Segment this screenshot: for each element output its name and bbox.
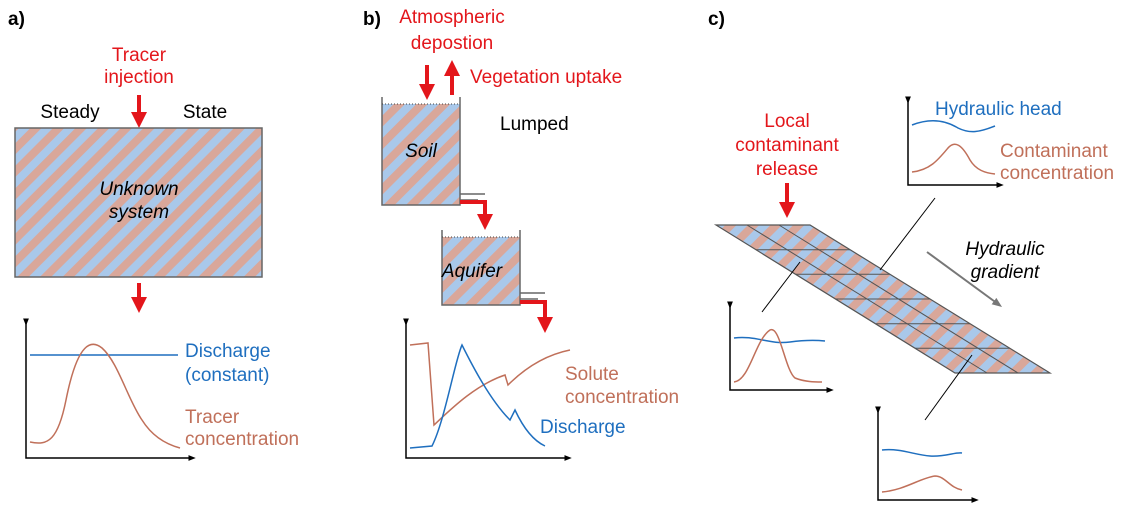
state-label: State [183,102,227,123]
gradient-arrow [926,251,1003,307]
grid-lines [746,224,1019,374]
store-label: Soil [405,141,437,162]
aquifer-store [442,237,520,305]
series-label: Hydraulic head [935,99,1062,120]
pipe [460,193,485,201]
gradient-label: Hydraulic [965,239,1045,260]
flow-arrow [460,200,493,230]
input-label: release [756,159,818,180]
system-label: system [109,202,169,223]
panel-c: c) Local contaminant release Hydraulic g… [708,9,1114,503]
input-label: depostion [411,33,493,54]
store-label: Aquifer [441,261,503,282]
series-label: Discharge [540,417,626,438]
pipe [520,292,545,300]
input-label: Tracer [112,45,167,66]
panel-label: b) [363,9,381,30]
system-label: Unknown [99,179,178,200]
axes [727,301,834,393]
contaminant-curve [733,329,823,383]
input-label: contaminant [735,135,839,156]
axes [875,406,979,503]
model-label: Lumped [500,114,569,135]
panel-label: a) [8,9,25,30]
axes [23,318,196,461]
flow-arrow [520,300,553,333]
head-curve [911,120,996,133]
contaminant-curve [881,475,963,493]
system-box [14,127,263,278]
panel-a: a) Tracer injection Steady State Unknown… [8,9,299,461]
connector [761,261,801,313]
soil-box [381,97,461,206]
solute-curve [409,342,571,427]
tracer-curve [29,343,181,449]
discharge-curve [409,343,546,449]
series-label: concentration [1000,163,1114,184]
gradient-label: gradient [971,262,1040,283]
state-label: Steady [40,102,100,123]
input-label: Local [764,111,809,132]
axes [905,96,1004,188]
contaminant-curve [911,143,996,175]
input-label: injection [104,67,174,88]
axes [403,318,572,461]
panel-b: b) Atmospheric depostion Vegetation upta… [363,7,679,461]
connector [879,197,936,271]
series-label: Contaminant [1000,141,1108,162]
aquifer-box [441,230,521,306]
soil-store [382,104,460,205]
panel-label: c) [708,9,725,30]
connector [924,354,973,421]
series-label: Discharge [185,341,271,362]
series-label: concentration [565,387,679,408]
series-label: concentration [185,429,299,450]
series-label: (constant) [185,365,269,386]
head-curve [733,336,826,344]
series-label: Tracer [185,407,240,428]
input-label: Atmospheric [399,7,505,28]
series-label: Solute [565,364,619,385]
output-label: Vegetation uptake [470,67,622,88]
head-curve [881,448,963,457]
